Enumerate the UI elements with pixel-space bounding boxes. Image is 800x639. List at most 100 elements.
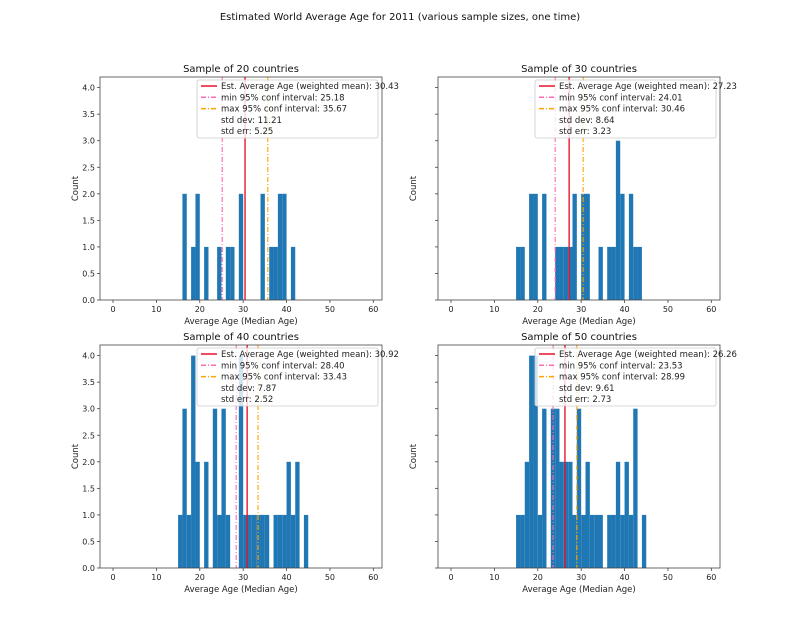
histogram-bar	[212, 408, 218, 568]
histogram-bar	[529, 193, 534, 300]
legend-entry: std err: 3.23	[559, 127, 611, 137]
histogram-bar	[533, 355, 538, 568]
histogram-bar	[269, 246, 274, 300]
histogram-bar	[611, 246, 616, 300]
histogram-bar	[282, 514, 287, 568]
histogram-bar	[585, 461, 590, 568]
x-tick-label: 20	[533, 573, 543, 582]
histogram-bar	[581, 514, 586, 568]
histogram-bar	[615, 461, 621, 568]
histogram-bar	[576, 408, 582, 568]
histogram-bar	[615, 140, 621, 300]
x-tick-label: 30	[576, 305, 586, 314]
legend: Est. Average Age (weighted mean): 30.92m…	[196, 347, 399, 407]
histogram-bar	[225, 246, 231, 300]
histogram-bar	[520, 246, 525, 300]
y-tick-label: 1.5	[82, 484, 95, 493]
subplot-title: Sample of 30 countries	[521, 64, 637, 75]
histogram-bar	[620, 514, 625, 568]
histogram-bar	[251, 514, 257, 568]
histogram-bar	[217, 514, 222, 568]
histogram-bar	[568, 461, 573, 568]
histogram-bar	[230, 246, 235, 300]
histogram-bar	[217, 246, 222, 300]
histogram-bar	[524, 461, 530, 568]
y-tick-label: 3.0	[82, 137, 95, 146]
x-tick-label: 20	[195, 573, 205, 582]
histogram-bar	[633, 408, 638, 568]
y-tick-label: 1.0	[82, 511, 95, 520]
subplot-title: Sample of 20 countries	[183, 64, 299, 75]
x-tick-label: 10	[489, 305, 499, 314]
subplot-1: Sample of 20 countries 0 10 20 30 40 50 60 0.0 0.…	[71, 64, 399, 327]
axes-frame	[437, 76, 721, 301]
x-axis-label: Average Age (Median Age)	[522, 317, 635, 327]
histogram-bar	[611, 514, 616, 568]
histogram-bar	[559, 246, 564, 300]
histogram-bar	[282, 193, 287, 300]
histogram-bar	[537, 514, 543, 568]
legend-box	[196, 79, 379, 139]
y-tick-label: 4.0	[82, 352, 95, 361]
histogram-bar	[542, 408, 547, 568]
legend-entry: max 95% conf interval: 28.99	[559, 373, 685, 383]
x-tick-label: 60	[706, 573, 716, 582]
legend-entry: std err: 5.25	[221, 127, 273, 137]
legend-entry: std dev: 9.61	[559, 384, 615, 394]
histogram-bar	[559, 461, 564, 568]
y-tick-label: 0.5	[82, 269, 95, 278]
histogram-bar	[191, 246, 196, 300]
legend-entry: Est. Average Age (weighted mean): 30.43	[221, 82, 399, 92]
legend-box	[534, 79, 717, 139]
histogram-bar	[290, 246, 296, 300]
y-tick-label: 0.0	[82, 564, 95, 573]
histogram-bar	[581, 193, 586, 300]
histogram-bar	[243, 514, 248, 568]
x-tick-label: 50	[325, 305, 335, 314]
histogram-bar	[516, 246, 521, 300]
histogram-bar	[221, 408, 226, 568]
x-tick-label: 50	[663, 305, 673, 314]
histogram-bar	[572, 514, 577, 568]
x-tick-label: 0	[110, 573, 115, 582]
x-tick-label: 40	[619, 305, 629, 314]
histogram-bar	[260, 514, 265, 568]
subplot-3: Sample of 40 countries 0 10 20 30 40 50 60 0.0 0.…	[71, 332, 399, 595]
histogram-bar	[295, 461, 300, 568]
legend-entry: min 95% conf interval: 25.18	[221, 93, 345, 103]
y-axis-label: Count	[409, 443, 419, 469]
axes-frame	[99, 344, 383, 569]
x-tick-label: 60	[368, 573, 378, 582]
x-tick-label: 30	[238, 305, 248, 314]
histogram-bar	[637, 246, 642, 300]
histogram-bar	[303, 514, 309, 568]
histogram-bar	[273, 514, 278, 568]
x-axis-label: Average Age (Median Age)	[184, 585, 297, 595]
legend-entry: std dev: 8.64	[559, 116, 615, 126]
histogram-bar	[256, 514, 261, 568]
x-tick-label: 40	[619, 573, 629, 582]
histogram-bar	[555, 246, 560, 300]
histogram-bar	[633, 246, 638, 300]
histogram-bar	[542, 193, 547, 300]
histogram-bar	[195, 461, 200, 568]
legend-entry: Est. Average Age (weighted mean): 27.23	[559, 82, 737, 92]
legend-entry: Est. Average Age (weighted mean): 30.92	[221, 350, 399, 360]
subplot-title: Sample of 40 countries	[183, 332, 299, 343]
x-tick-label: 60	[706, 305, 716, 314]
y-tick-label: 2.0	[82, 458, 95, 467]
y-tick-label: 2.5	[82, 431, 95, 440]
x-tick-label: 0	[110, 305, 115, 314]
legend-entry: min 95% conf interval: 23.53	[559, 361, 683, 371]
y-axis-label: Count	[71, 443, 81, 469]
x-tick-label: 60	[368, 305, 378, 314]
histogram-bar	[277, 193, 283, 300]
histogram-bar	[204, 461, 209, 568]
histogram-bar	[182, 408, 187, 568]
x-axis-label: Average Age (Median Age)	[522, 585, 635, 595]
legend-entry: std dev: 7.87	[221, 384, 277, 394]
figure-title: Estimated World Average Age for 2011 (va…	[220, 12, 580, 23]
y-axis-label: Count	[71, 175, 81, 201]
x-tick-label: 20	[195, 305, 205, 314]
